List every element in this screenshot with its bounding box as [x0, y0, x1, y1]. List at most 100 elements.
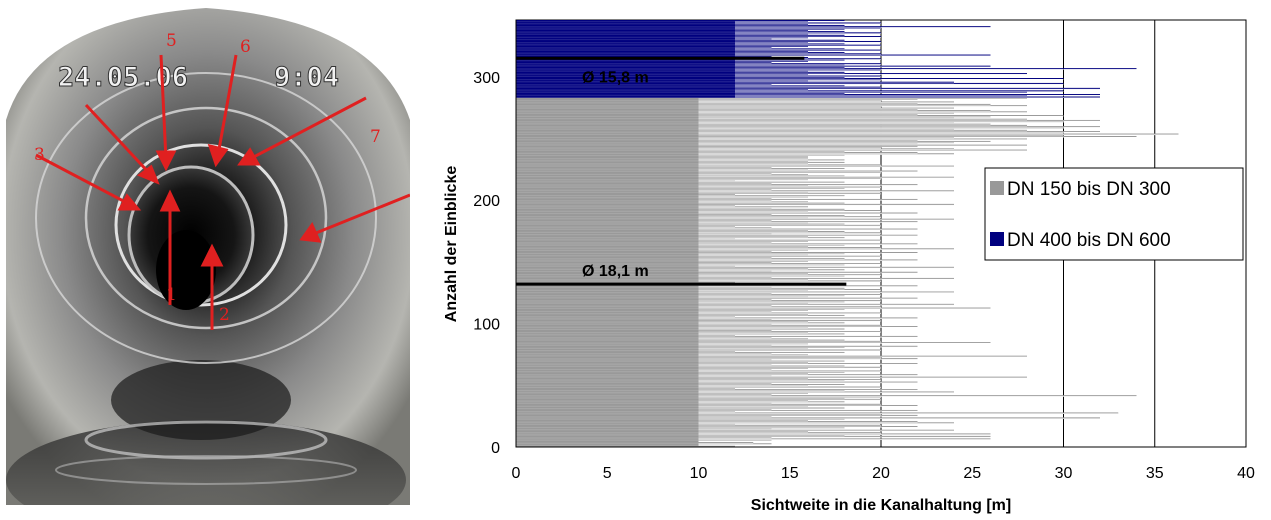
bar-dn150-300 [516, 161, 845, 164]
bar-dn150-300 [516, 180, 735, 182]
bar-dn150-300 [516, 292, 772, 294]
bar-dn150-300 [516, 248, 954, 250]
bar-dn150-300 [516, 274, 881, 276]
bar-dn150-300 [516, 264, 845, 266]
bar-dn150-300 [516, 344, 772, 346]
bar-dn150-300 [516, 197, 772, 199]
bar-dn150-300 [516, 160, 808, 162]
bar-dn150-300 [516, 124, 1027, 127]
photo-label-7: 7 [370, 127, 381, 147]
bar-dn150-300 [516, 271, 918, 273]
bar-dn400-600 [516, 53, 881, 55]
legend-swatch-blue [990, 232, 1004, 246]
bar-dn150-300 [516, 121, 1064, 123]
bar-dn400-600 [516, 74, 808, 76]
bar-dn150-300 [516, 443, 772, 445]
bar-dn400-600 [516, 76, 845, 79]
bar-dn150-300 [516, 194, 735, 196]
bar-dn150-300 [516, 184, 918, 186]
bar-dn150-300 [516, 221, 918, 223]
bar-dn150-300 [516, 223, 845, 225]
bar-dn150-300 [516, 212, 918, 214]
bar-dn150-300 [516, 388, 918, 391]
bar-dn150-300 [516, 256, 772, 259]
bar-dn150-300 [516, 139, 918, 141]
bar-dn150-300 [516, 387, 735, 389]
bar-dn150-300 [516, 134, 1064, 137]
bar-dn150-300 [516, 403, 881, 406]
bar-dn400-600 [516, 32, 881, 34]
bar-dn150-300 [516, 329, 772, 331]
bar-dn400-600 [516, 33, 808, 35]
bar-dn150-300 [516, 402, 772, 404]
bar-dn150-300 [516, 239, 881, 241]
bar-dn400-600 [516, 64, 845, 66]
arrow-4-icon [84, 103, 153, 177]
bar-dn150-300 [516, 187, 845, 190]
bar-dn150-300 [516, 252, 918, 254]
bar-dn150-300 [516, 429, 954, 431]
bar-dn150-300 [516, 268, 808, 270]
bar-dn150-300 [516, 118, 1027, 120]
bar-dn150-300 [516, 435, 991, 438]
bar-dn150-300 [516, 417, 1100, 419]
bar-dn150-300 [516, 405, 918, 407]
bar-dn150-300 [516, 208, 845, 211]
bar-dn400-600 [516, 84, 772, 86]
x-tick-label: 30 [1055, 465, 1073, 482]
bar-dn150-300 [516, 345, 918, 348]
bar-dn400-600 [516, 43, 845, 45]
bar-dn150-300 [516, 348, 808, 350]
bar-dn150-300 [516, 277, 954, 280]
bar-dn150-300 [516, 260, 808, 262]
bar-dn150-300 [516, 310, 808, 312]
bar-dn150-300 [516, 176, 954, 178]
bar-dn150-300 [516, 249, 808, 251]
bar-dn400-600 [516, 45, 808, 48]
bar-dn400-600 [516, 71, 845, 74]
bar-dn400-600 [516, 39, 845, 41]
bar-dn150-300 [516, 382, 772, 385]
bar-dn150-300 [516, 298, 772, 301]
bar-dn400-600 [516, 52, 845, 54]
bar-dn150-300 [516, 177, 881, 180]
bar-dn150-300 [516, 150, 845, 153]
bar-dn150-300 [516, 337, 772, 339]
bar-dn150-300 [516, 254, 808, 256]
bar-dn150-300 [516, 211, 808, 213]
bar-dn150-300 [516, 115, 1064, 117]
bar-dn150-300 [516, 250, 772, 253]
bar-dn150-300 [516, 303, 954, 306]
bar-dn150-300 [516, 339, 845, 341]
bar-dn150-300 [516, 424, 881, 427]
photo-time-stamp: 9:04 [274, 62, 339, 93]
bar-dn400-600 [516, 73, 1027, 75]
bar-dn150-300 [516, 201, 808, 203]
bar-dn150-300 [516, 351, 845, 354]
legend-swatch-gray [990, 181, 1004, 195]
photo-date-stamp: 24.05.06 [58, 62, 188, 93]
bar-dn150-300 [516, 440, 699, 443]
bar-dn150-300 [516, 279, 808, 281]
bar-dn150-300 [516, 285, 918, 287]
bar-dn150-300 [516, 155, 808, 157]
x-tick-label: 35 [1146, 465, 1164, 482]
bar-dn150-300 [516, 152, 918, 154]
bar-dn150-300 [516, 270, 772, 272]
bar-dn150-300 [516, 321, 808, 323]
bar-dn400-600 [516, 79, 881, 81]
pipe-inspection-photo: 24.05.06 9:04 1 2 3 5 6 7 [6, 0, 410, 505]
bar-dn150-300 [516, 224, 881, 227]
x-tick-label: 40 [1237, 465, 1255, 482]
bar-dn150-300 [516, 343, 808, 345]
bar-dn400-600 [516, 54, 991, 56]
bar-dn150-300 [516, 384, 845, 386]
bar-dn150-300 [516, 368, 808, 370]
bar-dn150-300 [516, 190, 954, 192]
bar-dn150-300 [516, 312, 881, 314]
bar-dn150-300 [516, 240, 808, 243]
bar-dn400-600 [516, 22, 881, 24]
bar-dn150-300 [516, 276, 772, 278]
bar-dn150-300 [516, 392, 808, 394]
bar-dn150-300 [516, 335, 918, 338]
